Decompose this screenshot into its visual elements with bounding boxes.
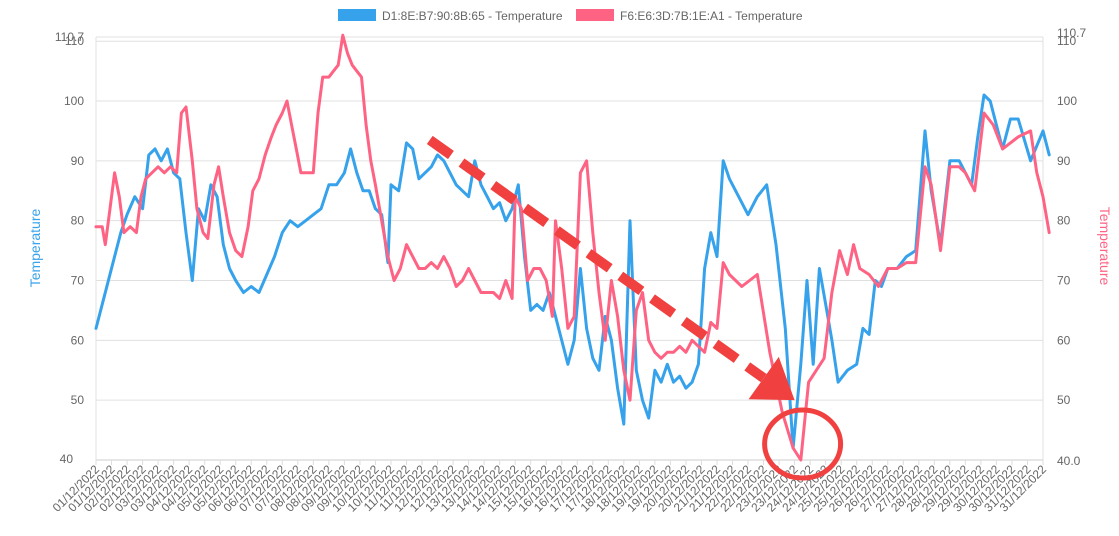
y-left-axis-title: Temperature <box>27 208 43 287</box>
y-right-tick-label: 80 <box>1057 214 1071 228</box>
gridlines <box>95 36 1044 461</box>
y-left-tick-label: 70 <box>71 274 85 288</box>
series-line-1 <box>94 93 1051 450</box>
y-left-tick-label: 50 <box>71 393 85 407</box>
y-right-max-label: 110.7 <box>1057 26 1086 40</box>
y-right-tick-label: 50 <box>1057 393 1071 407</box>
annotation-arrow-head <box>748 356 795 401</box>
y-right-axis-ticks: 110.7 40.0 50 60 70 80 90 100 110 <box>1057 26 1086 468</box>
y-right-tick-label: 60 <box>1057 333 1071 347</box>
y-left-tick-label: 100 <box>64 94 84 108</box>
annotation-overlay <box>426 135 844 481</box>
legend-label-series-2[interactable]: F6:E6:3D:7B:1E:A1 - Temperature <box>620 9 803 23</box>
x-axis-ticks: 01/12/202201/12/202202/12/202202/12/2022… <box>50 460 1049 515</box>
annotation-circle <box>762 407 844 481</box>
y-right-tick-label: 110 <box>1057 34 1076 48</box>
series-line-2 <box>94 33 1051 462</box>
y-left-tick-label: 80 <box>71 214 85 228</box>
y-right-tick-label: 70 <box>1057 274 1071 288</box>
legend-swatch-series-1 <box>338 9 376 21</box>
y-right-min-label: 40.0 <box>1057 454 1081 468</box>
annotation-arrow-line <box>426 135 767 383</box>
y-left-max-label: 110.7 <box>55 30 84 44</box>
y-right-tick-label: 90 <box>1057 154 1071 168</box>
legend-label-series-1[interactable]: D1:8E:B7:90:8B:65 - Temperature <box>382 9 563 23</box>
series-lines <box>94 33 1051 462</box>
y-left-tick-label: 90 <box>71 154 85 168</box>
y-left-min-label: 40 <box>60 452 74 466</box>
y-left-tick-label: 60 <box>71 333 85 347</box>
y-left-axis-ticks: 110.7 40 50 60 70 80 90 100 110 <box>55 30 84 466</box>
y-right-tick-label: 100 <box>1057 94 1077 108</box>
y-right-axis-title: Temperature <box>1097 207 1113 286</box>
y-left-tick-label: 110 <box>65 34 84 48</box>
legend-swatch-series-2 <box>576 9 614 21</box>
legend[interactable]: D1:8E:B7:90:8B:65 - Temperature F6:E6:3D… <box>338 9 803 23</box>
